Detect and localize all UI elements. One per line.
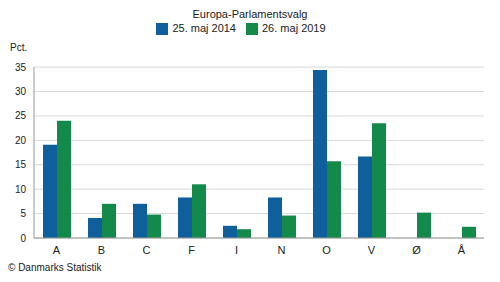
svg-text:20: 20	[15, 135, 27, 146]
svg-text:N: N	[278, 244, 286, 256]
svg-text:5: 5	[20, 208, 26, 219]
svg-text:C: C	[143, 244, 151, 256]
svg-text:15: 15	[15, 159, 27, 170]
svg-text:10: 10	[15, 184, 27, 195]
svg-text:0: 0	[20, 233, 26, 244]
svg-text:V: V	[368, 244, 376, 256]
html-text:26. maj 2019: 26. maj 2019	[262, 22, 326, 34]
svg-text:A: A	[53, 244, 61, 256]
svg-text:F: F	[188, 244, 195, 256]
html-text:© Danmarks Statistik: © Danmarks Statistik	[8, 262, 102, 273]
svg-text:B: B	[98, 244, 105, 256]
svg-text:25: 25	[15, 110, 27, 121]
html-text:25. maj 2014: 25. maj 2014	[172, 22, 236, 34]
svg-text:30: 30	[15, 86, 27, 97]
svg-text:Å: Å	[458, 244, 466, 256]
html-text:Europa-Parlamentsvalg: Europa-Parlamentsvalg	[192, 8, 308, 20]
svg-text:I: I	[235, 244, 238, 256]
svg-text:35: 35	[15, 62, 27, 73]
html-text:Pct.: Pct.	[10, 42, 28, 53]
svg-text:O: O	[322, 244, 331, 256]
svg-text:Ø: Ø	[412, 244, 421, 256]
